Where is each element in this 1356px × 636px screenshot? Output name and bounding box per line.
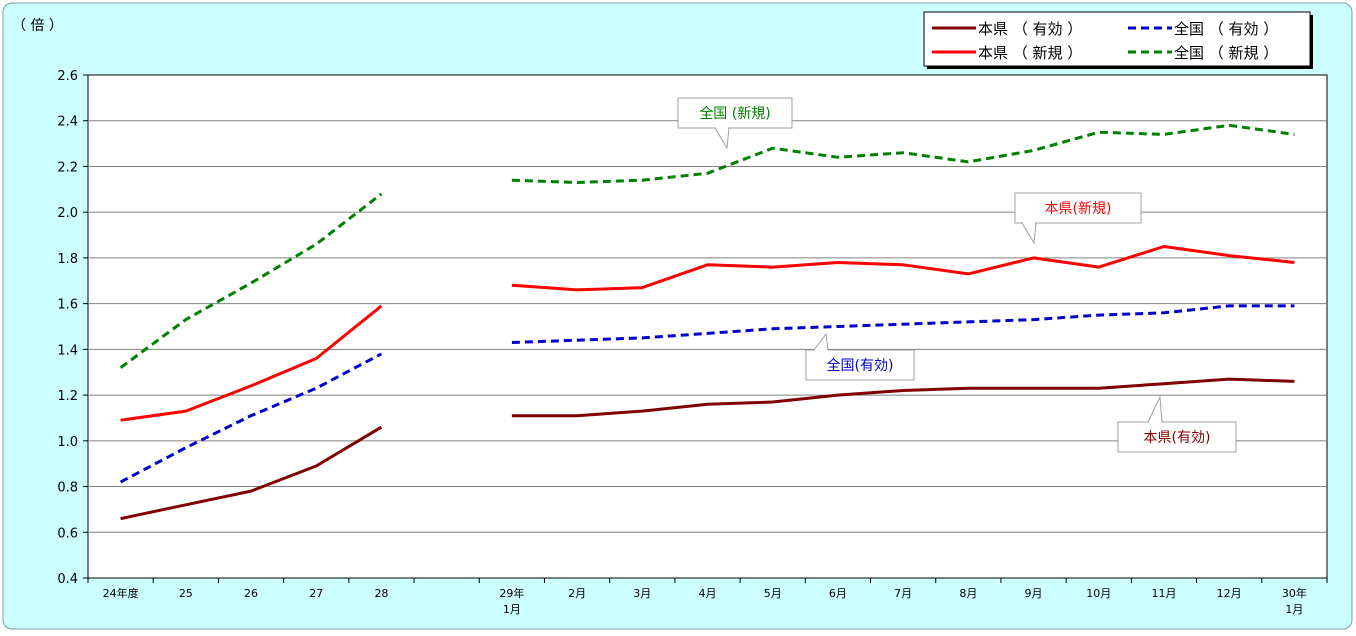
x-tick-label: 7月 — [894, 587, 912, 600]
y-tick-label: 2.6 — [57, 69, 78, 84]
y-unit-label: （ 倍 ） — [12, 18, 63, 34]
y-tick-label: 2.2 — [57, 160, 78, 175]
legend-label: 本県 （ 新規 ） — [978, 44, 1082, 62]
x-tick-label: 2月 — [568, 587, 586, 600]
x-tick-label: 26 — [244, 587, 258, 600]
x-tick-label: 10月 — [1086, 587, 1111, 600]
y-tick-label: 0.8 — [57, 481, 78, 496]
x-tick-label: 6月 — [829, 587, 847, 600]
x-tick-label: 8月 — [959, 587, 977, 600]
legend-box — [923, 11, 1311, 67]
series-line — [120, 425, 383, 521]
axes: 0.4 0.6 0.8 1.0 1.2 1.4 1.6 1.8 2.0 2.2 2.4 2.6 24年度… — [57, 69, 1328, 616]
x-tick-label: 24年度 — [103, 586, 139, 600]
y-tick-label: 0.6 — [57, 526, 78, 541]
series-line — [511, 123, 1295, 184]
x-tick-label: 30年 — [1282, 586, 1307, 600]
x-tick-label: 4月 — [699, 587, 717, 600]
callout-box — [1014, 192, 1142, 224]
series-callouts: 全国 (新規) 本県(新規) 全国(有効) 本県(有効) — [677, 97, 1237, 453]
series-line — [511, 304, 1295, 344]
x-tick-label: 1月 — [1285, 603, 1303, 616]
legend-label: 本県 （ 有効 ） — [978, 20, 1082, 38]
series-label: 本県(有効) — [1144, 430, 1211, 446]
series-line — [119, 352, 383, 484]
series-line — [511, 245, 1295, 292]
y-tick-label: 1.8 — [57, 252, 78, 267]
y-tick-label: 0.4 — [57, 572, 78, 587]
x-tick-label: 27 — [309, 587, 323, 600]
y-tick-label: 1.2 — [57, 389, 78, 404]
x-tick-label: 28 — [374, 587, 388, 600]
series-label: 全国(有効) — [827, 357, 894, 374]
y-tick-label: 1.4 — [57, 343, 78, 358]
legend-label: 全国 （ 新規 ） — [1174, 44, 1278, 62]
callout-box — [677, 97, 793, 129]
y-tick-label: 1.6 — [57, 298, 78, 313]
series-lines — [119, 123, 1295, 521]
x-tick-label: 5月 — [764, 587, 782, 600]
plot-area — [87, 74, 1328, 579]
y-tick-label: 2.0 — [57, 206, 78, 221]
y-tick-label: 2.4 — [57, 115, 78, 130]
series-line — [119, 192, 383, 369]
x-tick-label: 25 — [179, 587, 193, 600]
callout-box — [805, 349, 915, 381]
y-tick-label: 1.0 — [57, 435, 78, 450]
series-line — [511, 377, 1295, 418]
x-tick-label: 12月 — [1217, 587, 1242, 600]
x-tick-label: 11月 — [1151, 587, 1176, 600]
legend: 本県 （ 有効 ） 全国 （ 有効 ） 本県 （ 新規 ） 全国 （ 新規 ） — [923, 11, 1313, 69]
legend-label: 全国 （ 有効 ） — [1174, 20, 1278, 38]
series-line — [120, 304, 383, 422]
callout-box — [1117, 421, 1237, 453]
x-tick-label: 9月 — [1025, 587, 1043, 600]
series-label: 本県(新規) — [1045, 201, 1112, 217]
x-tick-label: 3月 — [633, 587, 651, 600]
x-tick-label: 29年 — [499, 586, 524, 600]
series-label: 全国 (新規) — [699, 105, 770, 122]
x-tick-label: 1月 — [503, 603, 521, 616]
